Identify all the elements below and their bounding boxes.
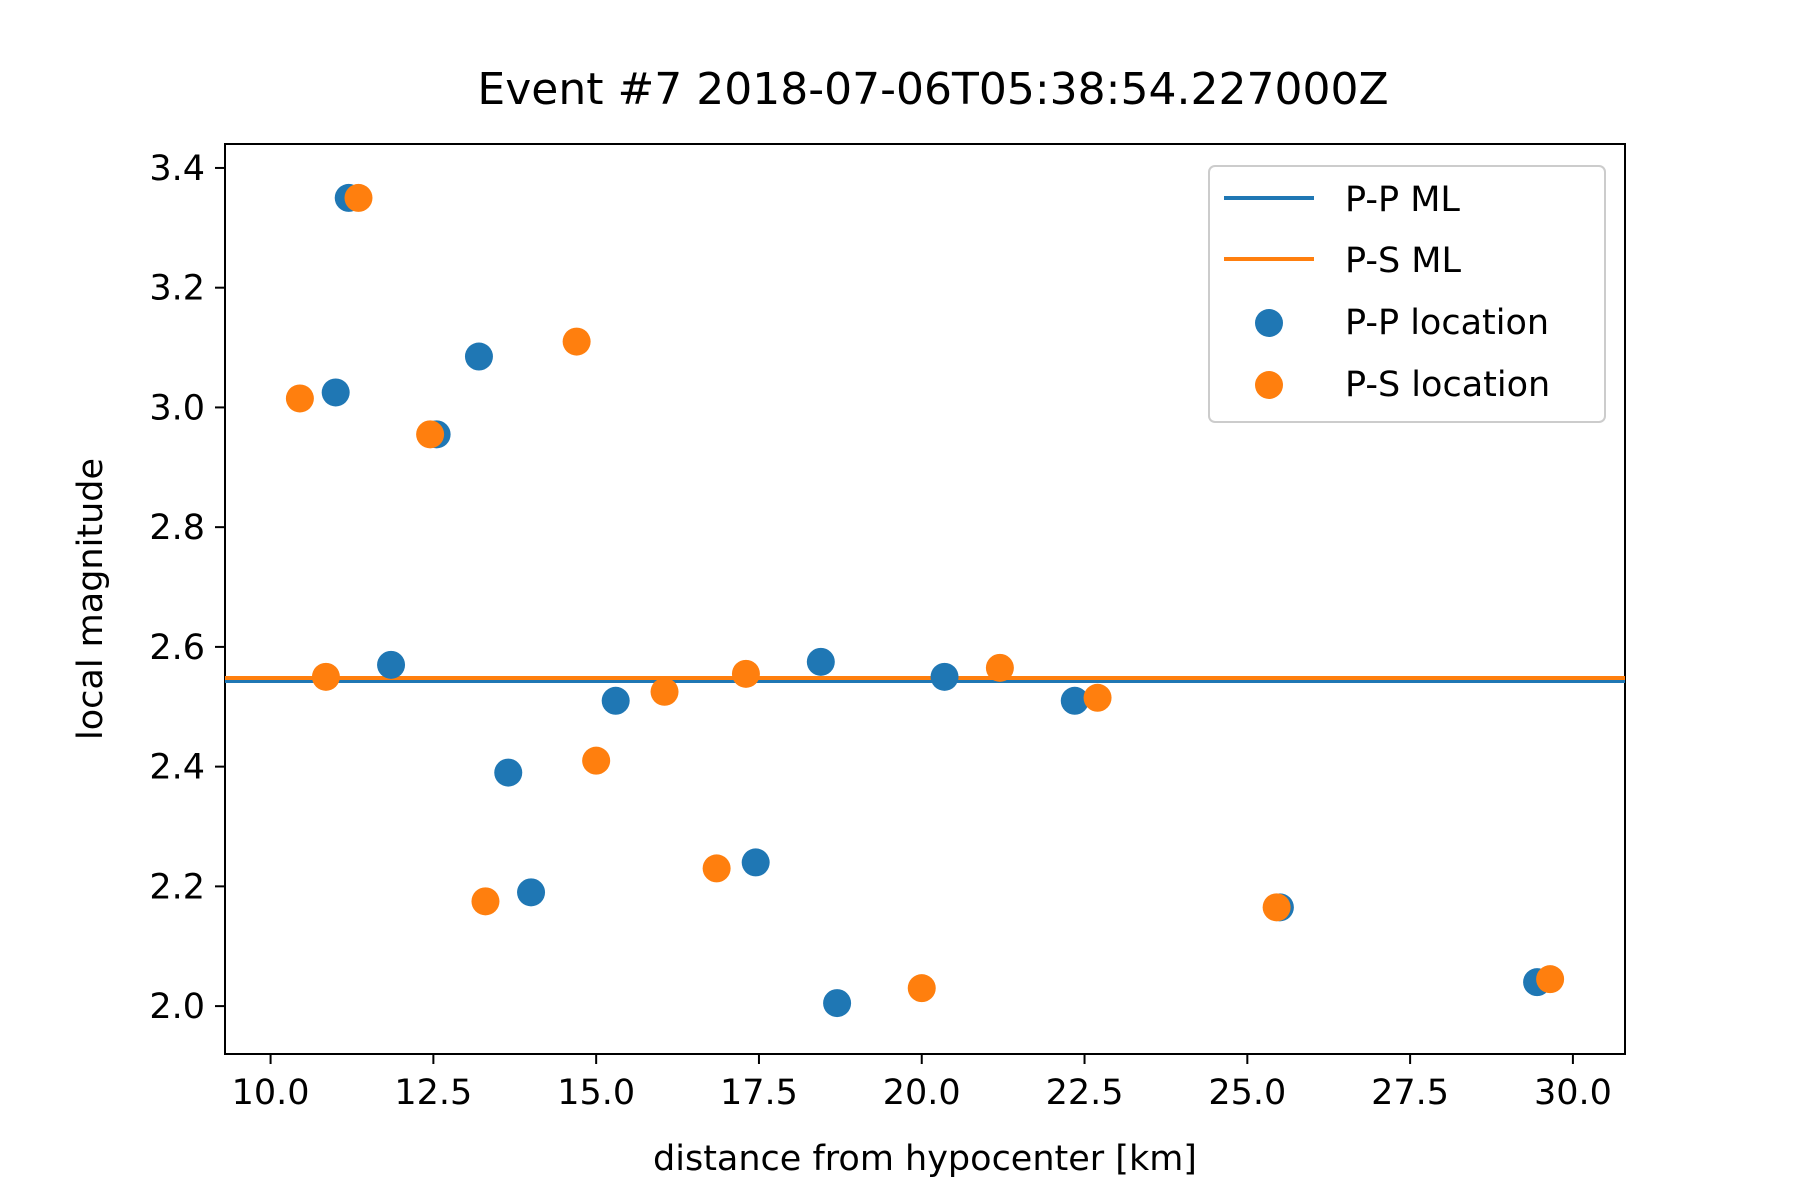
ps-location-point <box>285 384 314 413</box>
pp-location-point <box>930 662 959 691</box>
x-tick-label: 12.5 <box>394 1073 472 1113</box>
ps-location-point <box>471 887 500 916</box>
ps-location-point <box>582 746 611 775</box>
y-tick-label: 2.6 <box>149 628 205 668</box>
x-tick-label: 22.5 <box>1046 1073 1124 1113</box>
pp-location-point <box>823 989 852 1018</box>
y-tick-label: 3.4 <box>149 149 205 189</box>
x-tick-label: 15.0 <box>557 1073 635 1113</box>
legend-marker-pp-location <box>1255 309 1283 337</box>
legend-label-pp-ml: P-P ML <box>1345 180 1460 220</box>
ps-location-point <box>650 677 679 706</box>
ps-location-point <box>702 854 731 883</box>
x-tick-label: 30.0 <box>1534 1073 1612 1113</box>
x-tick-label: 27.5 <box>1371 1073 1449 1113</box>
ps-location-point <box>416 420 445 449</box>
legend-label-ps-ml: P-S ML <box>1345 241 1462 281</box>
chart-title: Event #7 2018-07-06T05:38:54.227000Z <box>477 64 1388 115</box>
pp-location-point <box>601 686 630 715</box>
ps-location-point <box>907 974 936 1003</box>
pp-location-point <box>377 650 406 679</box>
legend-label-ps-location: P-S location <box>1345 365 1550 405</box>
pp-location-point <box>1060 686 1089 715</box>
legend: P-P ML P-S ML P-P location P-S location <box>1208 165 1606 423</box>
y-axis: 2.0 2.2 2.4 2.6 2.8 3.0 3.2 3.4 <box>149 149 225 1027</box>
pp-location-point <box>517 878 546 907</box>
ml-lines <box>225 676 1625 684</box>
ps-location-point <box>1536 965 1565 994</box>
x-tick-label: 17.5 <box>720 1073 798 1113</box>
x-axis-label: distance from hypocenter [km] <box>653 1139 1197 1179</box>
y-axis-label: local magnitude <box>71 458 111 740</box>
x-axis: 10.0 12.5 15.0 17.5 20.0 22.5 25.0 27.5 30.0 <box>232 1054 1612 1113</box>
y-tick-label: 3.2 <box>149 269 205 309</box>
pp-location-point <box>741 848 770 877</box>
legend-label-pp-location: P-P location <box>1345 303 1549 343</box>
legend-box <box>1208 165 1606 423</box>
y-tick-label: 2.8 <box>149 508 205 548</box>
x-tick-label: 10.0 <box>232 1073 310 1113</box>
y-tick-label: 2.0 <box>149 987 205 1027</box>
ps-location-point <box>731 659 760 688</box>
ps-location-point <box>1262 893 1291 922</box>
plot-frame <box>224 143 1626 1055</box>
ps-location-point <box>311 662 340 691</box>
pp-location-point <box>806 647 835 676</box>
y-tick-label: 2.4 <box>149 748 205 788</box>
y-tick-label: 3.0 <box>149 388 205 428</box>
ps-location-point <box>562 327 591 356</box>
scatter-points <box>285 183 1565 1018</box>
pp-location-point <box>494 758 523 787</box>
x-tick-label: 20.0 <box>883 1073 961 1113</box>
pp-location-point <box>464 342 493 371</box>
x-tick-label: 25.0 <box>1208 1073 1286 1113</box>
pp-location-point <box>321 378 350 407</box>
ps-location-point <box>985 653 1014 682</box>
ps-location-point <box>344 183 373 212</box>
legend-marker-ps-location <box>1255 371 1283 399</box>
ps-location-point <box>1083 683 1112 712</box>
y-tick-label: 2.2 <box>149 867 205 907</box>
